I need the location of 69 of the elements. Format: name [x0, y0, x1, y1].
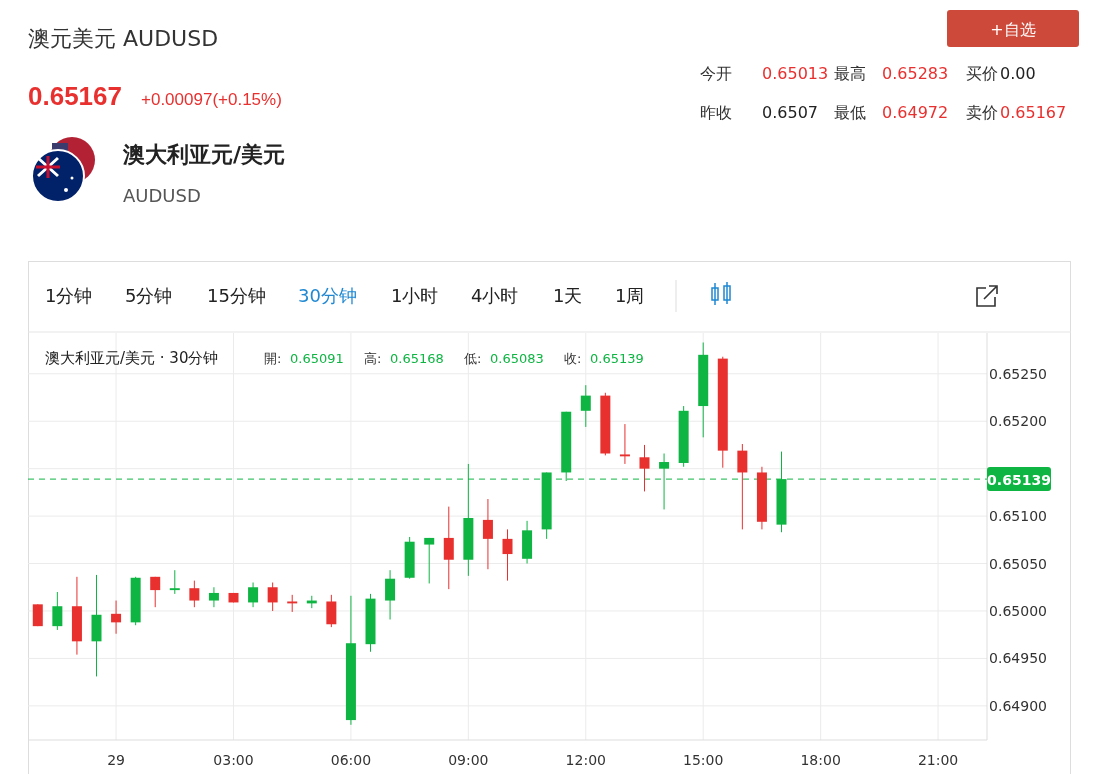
text: 最低: [834, 103, 866, 122]
text: 澳大利亚元/美元: [122, 142, 286, 167]
y-tick-label: 0.65200: [989, 413, 1047, 430]
candlestick: [482, 498, 493, 570]
text: 1小时: [391, 285, 439, 306]
candlestick: [111, 600, 122, 635]
text: 0.64972: [882, 103, 949, 122]
annotation: 0.65083: [490, 351, 544, 366]
y-tick-label: 0.65100: [989, 508, 1047, 525]
text: 最高: [834, 64, 866, 83]
text: 4小时: [471, 285, 519, 306]
annotation: 低:: [464, 351, 482, 366]
candlestick: [150, 576, 161, 608]
candlestick: [619, 423, 630, 465]
candlestick: [443, 506, 454, 590]
text: 0.00: [1000, 64, 1036, 83]
annotation: 高:: [364, 351, 382, 366]
candlestick: [580, 384, 591, 428]
x-tick-label: 21:00: [917, 752, 959, 768]
text: 今开: [700, 64, 732, 83]
candlestick: [385, 569, 396, 621]
text: 买价: [966, 64, 998, 83]
candlestick: [267, 582, 278, 612]
candlestick: [52, 591, 63, 631]
chart-title: 澳元美元 AUDUSD: [28, 26, 219, 51]
ref-line-label: 0.65139: [987, 472, 1051, 489]
text: 1周: [615, 285, 645, 306]
candlestick: [208, 586, 219, 608]
text: 1天: [553, 285, 583, 306]
candlestick: [248, 582, 259, 608]
candlestick: [169, 569, 180, 595]
text: 昨收: [700, 103, 732, 122]
x-tick-label: 18:00: [800, 752, 841, 768]
text: 30分钟: [298, 285, 357, 306]
candlestick: [502, 528, 513, 582]
y-tick-label: 0.64950: [989, 650, 1047, 667]
text: 0.6507: [762, 103, 818, 122]
text: 1分钟: [45, 285, 93, 306]
text: +自选: [990, 20, 1036, 39]
y-tick-label: 0.65050: [989, 555, 1047, 572]
candlestick: [424, 537, 435, 584]
annotation: 開:: [264, 351, 282, 366]
text: AUDUSD: [123, 185, 201, 206]
x-tick-label: 03:00: [213, 752, 254, 768]
candlestick: [326, 594, 337, 628]
y-tick-label: 0.64900: [989, 697, 1047, 714]
text: +0.00097(+0.15%): [141, 90, 282, 109]
x-tick-label: 29: [107, 752, 125, 768]
candlestick: [737, 443, 748, 530]
text: 0.65013: [762, 64, 829, 83]
candlestick: [189, 580, 200, 608]
annotation: 0.65139: [590, 351, 644, 366]
annotation: 0.65168: [390, 351, 444, 366]
x-tick-label: 15:00: [683, 752, 724, 768]
x-tick-label: 06:00: [330, 752, 372, 768]
annotation: 0.65091: [290, 351, 344, 366]
text: 卖价: [966, 103, 998, 122]
annotation: 收:: [564, 351, 582, 366]
text: 0.65283: [882, 64, 949, 83]
x-tick-label: 12:00: [565, 752, 606, 768]
text: 0.65167: [1000, 103, 1067, 122]
annotation: 澳大利亚元/美元 · 30分钟: [45, 349, 219, 367]
text: 5分钟: [125, 285, 173, 306]
text: 0.65167: [28, 81, 122, 111]
candlestick: [639, 444, 650, 492]
text: 15分钟: [207, 285, 266, 306]
y-tick-label: 0.65250: [989, 365, 1047, 382]
x-tick-label: 09:00: [448, 752, 489, 768]
y-tick-label: 0.65000: [989, 602, 1047, 619]
